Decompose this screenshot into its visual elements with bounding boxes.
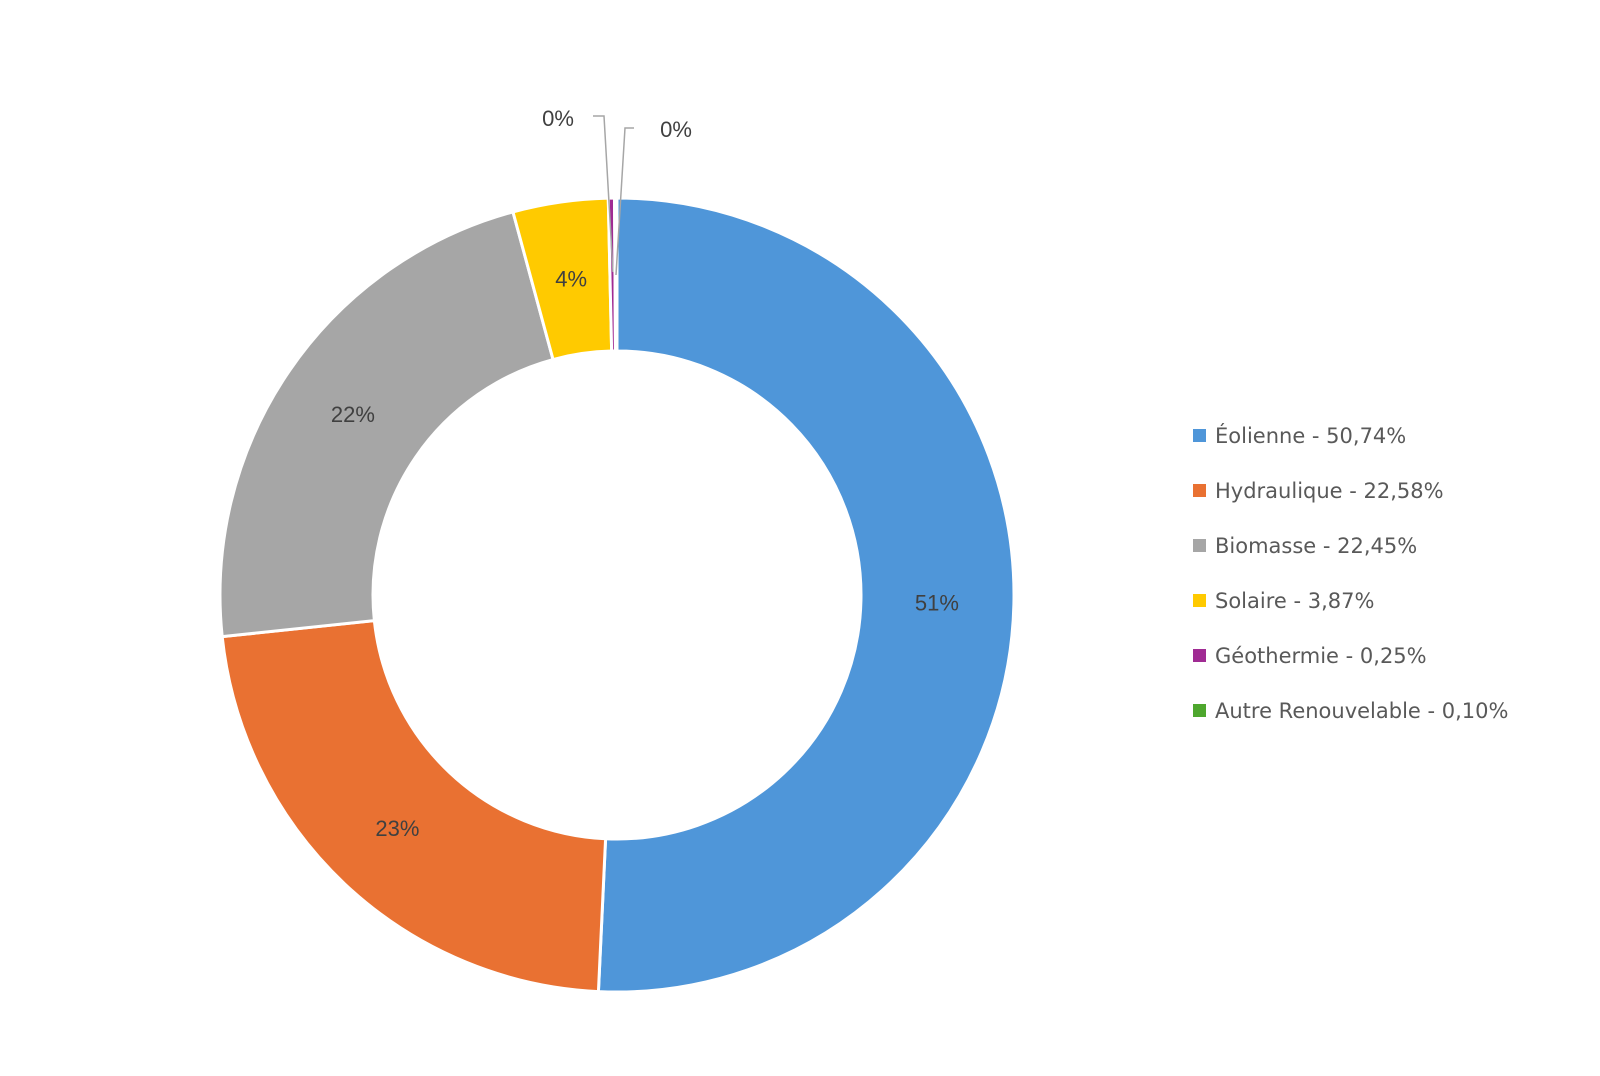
legend-item-hydraulique: Hydraulique - 22,58% — [1193, 463, 1509, 518]
leader-line-geothermie — [593, 115, 614, 273]
leader-line-autre-renouvelable — [615, 127, 634, 276]
legend-item-autre-renouvelable: Autre Renouvelable - 0,10% — [1193, 683, 1509, 738]
legend-label: Solaire - 3,87% — [1215, 588, 1375, 613]
legend-swatch — [1193, 594, 1206, 607]
legend-item-eolienne: Éolienne - 50,74% — [1193, 408, 1509, 463]
data-label-hydraulique: 23% — [375, 816, 419, 841]
data-label-geothermie: 0% — [542, 106, 574, 131]
legend-swatch — [1193, 429, 1206, 442]
slice-biomasse — [218, 210, 555, 639]
data-label-biomasse: 22% — [331, 402, 375, 427]
legend-label: Hydraulique - 22,58% — [1215, 478, 1444, 503]
legend-label: Éolienne - 50,74% — [1215, 423, 1407, 448]
legend-label: Géothermie - 0,25% — [1215, 643, 1427, 668]
data-label-solaire: 4% — [555, 266, 587, 291]
data-label-eolienne: 51% — [915, 590, 959, 615]
legend-item-biomasse: Biomasse - 22,45% — [1193, 518, 1509, 573]
data-label-autre-renouvelable: 0% — [660, 117, 692, 142]
slice-eolienne — [596, 196, 1016, 994]
legend-swatch — [1193, 539, 1206, 552]
legend-item-solaire: Solaire - 3,87% — [1193, 573, 1509, 628]
legend-label: Biomasse - 22,45% — [1215, 533, 1418, 558]
legend-label: Autre Renouvelable - 0,10% — [1215, 698, 1509, 723]
legend-item-geothermie: Géothermie - 0,25% — [1193, 628, 1509, 683]
legend: Éolienne - 50,74% Hydraulique - 22,58% B… — [1193, 408, 1509, 738]
legend-swatch — [1193, 484, 1206, 497]
legend-swatch — [1193, 704, 1206, 717]
slice-hydraulique — [220, 618, 608, 994]
legend-swatch — [1193, 649, 1206, 662]
